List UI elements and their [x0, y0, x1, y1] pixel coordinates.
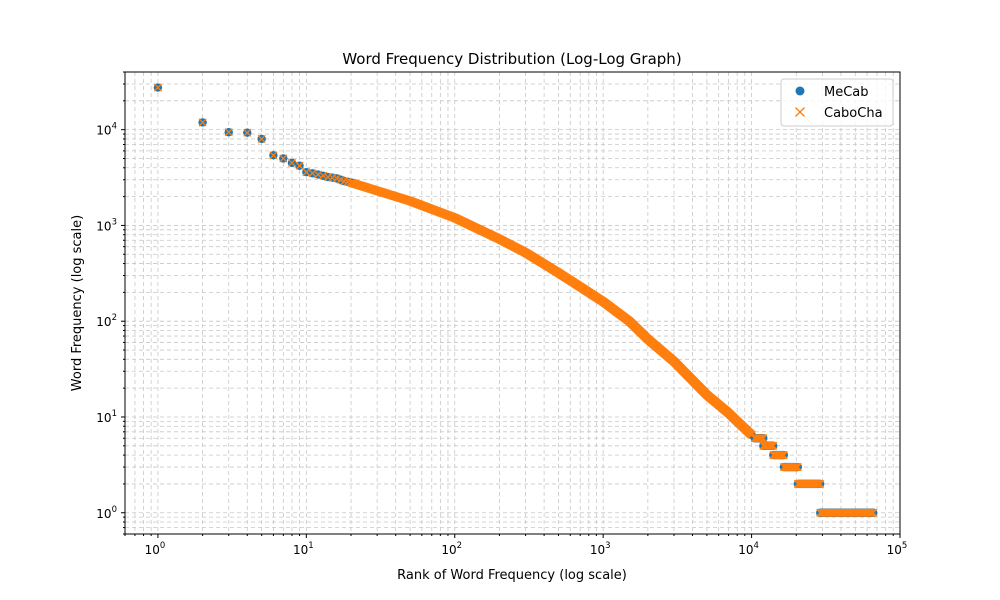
x-axis-label: Rank of Word Frequency (log scale) — [397, 568, 627, 583]
cabocha-point — [269, 151, 278, 160]
cabocha-point — [816, 479, 825, 488]
x-tick-label: 104 — [738, 541, 759, 557]
legend-label-cabocha: CaboCha — [824, 106, 883, 121]
y-tick-label: 104 — [96, 122, 117, 138]
cabocha-point — [224, 128, 233, 137]
cabocha-point — [243, 128, 252, 137]
cabocha-point — [153, 83, 162, 92]
cabocha-point — [319, 171, 328, 180]
y-tick-label: 100 — [96, 505, 117, 521]
chart-title: Word Frequency Distribution (Log-Log Gra… — [342, 50, 681, 68]
grid — [124, 71, 901, 535]
cabocha-point — [287, 158, 297, 167]
y-axis-label: Word Frequency (log scale) — [70, 215, 85, 391]
cabocha-point — [302, 168, 311, 177]
legend-marker-cabocha — [795, 107, 805, 117]
cabocha-point — [257, 134, 266, 144]
y-tick-label: 103 — [96, 217, 117, 233]
plot-area-frame — [124, 71, 901, 535]
x-axis-ticks: 100 101 102 103 104 105 — [124, 534, 908, 557]
legend-marker-mecab — [795, 86, 805, 96]
x-tick-label: 105 — [887, 541, 908, 557]
x-tick-label: 102 — [441, 541, 462, 557]
cabocha-point — [759, 434, 768, 443]
cabocha-point — [779, 451, 788, 460]
x-tick-label: 100 — [145, 541, 166, 557]
y-tick-label: 101 — [96, 409, 117, 425]
cabocha-point — [279, 154, 288, 163]
cabocha-point — [793, 462, 802, 472]
legend-label-mecab: MeCab — [824, 85, 869, 100]
legend-frame — [780, 78, 894, 127]
y-axis-ticks: 100 101 102 103 104 — [96, 71, 125, 535]
legend: MeCab CaboCha — [780, 78, 894, 127]
cabocha-point — [869, 508, 878, 517]
series-cabocha — [153, 83, 878, 517]
y-tick-label: 102 — [96, 313, 117, 329]
cabocha-point — [198, 118, 207, 127]
cabocha-point — [295, 161, 304, 170]
cabocha-point — [769, 441, 778, 450]
x-tick-label: 103 — [590, 541, 611, 557]
x-tick-label: 101 — [293, 541, 314, 557]
